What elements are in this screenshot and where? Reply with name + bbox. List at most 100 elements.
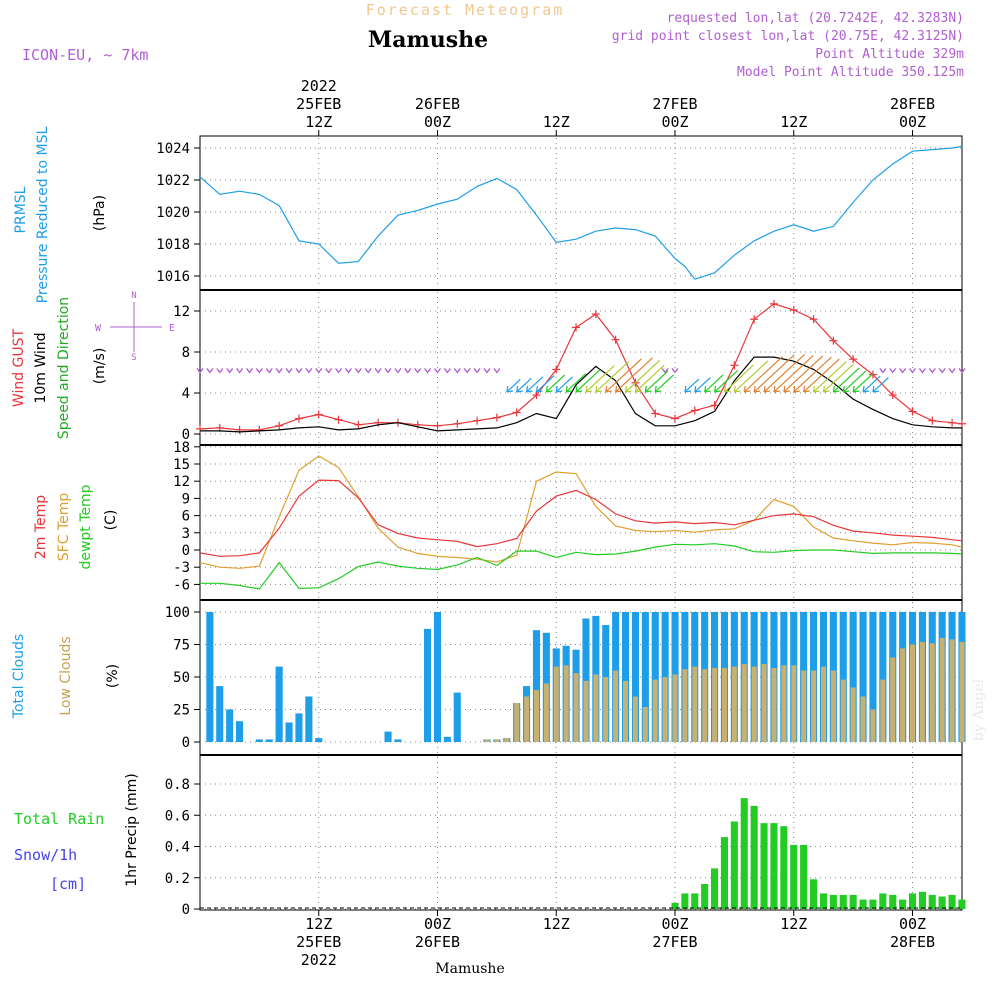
prmsl-unit: (hPa) (92, 195, 108, 231)
wind-barb-head (842, 385, 845, 393)
gust-point (908, 407, 917, 416)
rain-bar (681, 893, 689, 909)
rain-bar (889, 894, 897, 909)
rain-bar (829, 894, 837, 909)
wind-labels: Wind GUST 10m Wind Speed and Direction (… (11, 291, 175, 439)
wind-barb-head (684, 385, 687, 393)
y-tick-label: 25 (173, 703, 190, 719)
wind-barb-shaft (872, 377, 889, 393)
wind-barb (555, 376, 573, 393)
rain-bar (938, 896, 946, 909)
wind-barb-shaft (773, 355, 814, 393)
top-title: Forecast Meteogram (366, 1, 565, 19)
wind-barb (694, 377, 711, 393)
y-tick-label: -3 (173, 560, 190, 576)
wind-barb (822, 364, 854, 393)
wind-direction-arrow (889, 368, 897, 374)
wind-direction-arrow (414, 368, 422, 374)
gust-point (255, 425, 264, 434)
wind-direction-arrow (325, 368, 333, 374)
wind-direction-arrow (424, 368, 432, 374)
wind-barb (535, 375, 555, 393)
wind-barb-head (516, 385, 519, 393)
rain-bar (918, 891, 926, 909)
wind-direction-arrow (483, 368, 491, 374)
axes: 1016101810201022102404812-6-303691215180… (156, 141, 200, 918)
wind-direction-arrow (463, 368, 471, 374)
wind-barb (605, 358, 642, 393)
low-cloud-bar (524, 696, 530, 742)
snow-label: Snow/1h (14, 846, 77, 864)
rain-bar (849, 894, 857, 909)
gust-point (611, 335, 620, 344)
wind-barb-shaft (555, 376, 573, 393)
total-cloud-bar (394, 739, 402, 742)
rain-bar (711, 868, 719, 909)
wind-direction-arrow (196, 368, 204, 374)
wind-barb-shaft (615, 357, 653, 393)
wind-direction-arrow (908, 368, 917, 374)
low-cloud-bar (771, 667, 777, 742)
low-cloud-bar (712, 667, 718, 742)
time-label-top: 25FEB (296, 95, 341, 113)
model-label: ICON-EU, ~ 7km (22, 46, 148, 64)
time-label-bottom: 12Z (780, 915, 807, 933)
low-cloud-bar (603, 677, 609, 742)
wind-barb-head (783, 390, 790, 393)
time-label-bottom: 2022 (301, 951, 337, 969)
wind-barb-shaft (793, 356, 832, 393)
wind-direction-arrow (384, 368, 392, 374)
wind-barb-head (555, 385, 558, 393)
time-label-top: 27FEB (652, 95, 697, 113)
wind-barb-head (506, 390, 513, 393)
wind-barb (545, 374, 566, 393)
rain-bar (899, 899, 907, 909)
panel-frame (199, 289, 963, 446)
wind-barb-head (575, 390, 583, 393)
gust-point (413, 420, 422, 429)
wind-barb-head (644, 385, 647, 393)
wind-barb-head (862, 390, 870, 393)
y-tick-label: 100 (165, 605, 190, 621)
low-cloud-bar (801, 670, 807, 742)
wind-barb (634, 364, 665, 393)
prmsl-desc: Pressure Reduced to MSL (35, 126, 51, 303)
clouds-labels: Total Clouds Low Clouds (%) (11, 634, 121, 719)
rain-bar (909, 893, 917, 909)
wind-direction-arrow (275, 368, 283, 374)
rain-label: Total Rain (14, 810, 104, 828)
wind-barb-head (743, 385, 746, 393)
wind-barb-head (565, 385, 568, 393)
low-cloud-bar (761, 664, 767, 742)
low-clouds-label: Low Clouds (58, 636, 74, 715)
low-cloud-bar (563, 665, 569, 742)
wind-barb-head (853, 390, 860, 393)
wind-barb-head (615, 390, 622, 393)
time-label-bottom: 00Z (899, 915, 926, 933)
gust-series-line (199, 303, 963, 431)
time-label-top: 12Z (543, 113, 570, 131)
wind-barb (595, 361, 630, 393)
total-cloud-bar (839, 612, 847, 742)
y-tick-label: 75 (173, 638, 190, 654)
wind-barb-head (734, 390, 741, 393)
low-cloud-bar (702, 669, 708, 742)
total-cloud-bar (443, 736, 451, 742)
y-tick-label: 1024 (156, 141, 190, 157)
wind-barb-head (635, 390, 642, 393)
point-altitude: Point Altitude 329m (815, 47, 964, 62)
rain-bar (869, 899, 877, 909)
wind-barb-head (862, 385, 865, 393)
grid-lonlat: grid point closest lon,lat (20.75E, 42.3… (612, 29, 964, 44)
wind-barb (714, 370, 739, 393)
wind-barb (743, 356, 783, 393)
wind-barb-head (872, 385, 875, 393)
gust-point (294, 414, 303, 423)
low-cloud-bar (731, 666, 737, 742)
rain-bar (958, 899, 966, 909)
low-cloud-bar (751, 666, 757, 742)
gust-label: Wind GUST (11, 328, 27, 407)
wind-direction-arrow (335, 368, 343, 374)
low-cloud-bar (890, 657, 896, 742)
low-cloud-bar (840, 679, 846, 742)
